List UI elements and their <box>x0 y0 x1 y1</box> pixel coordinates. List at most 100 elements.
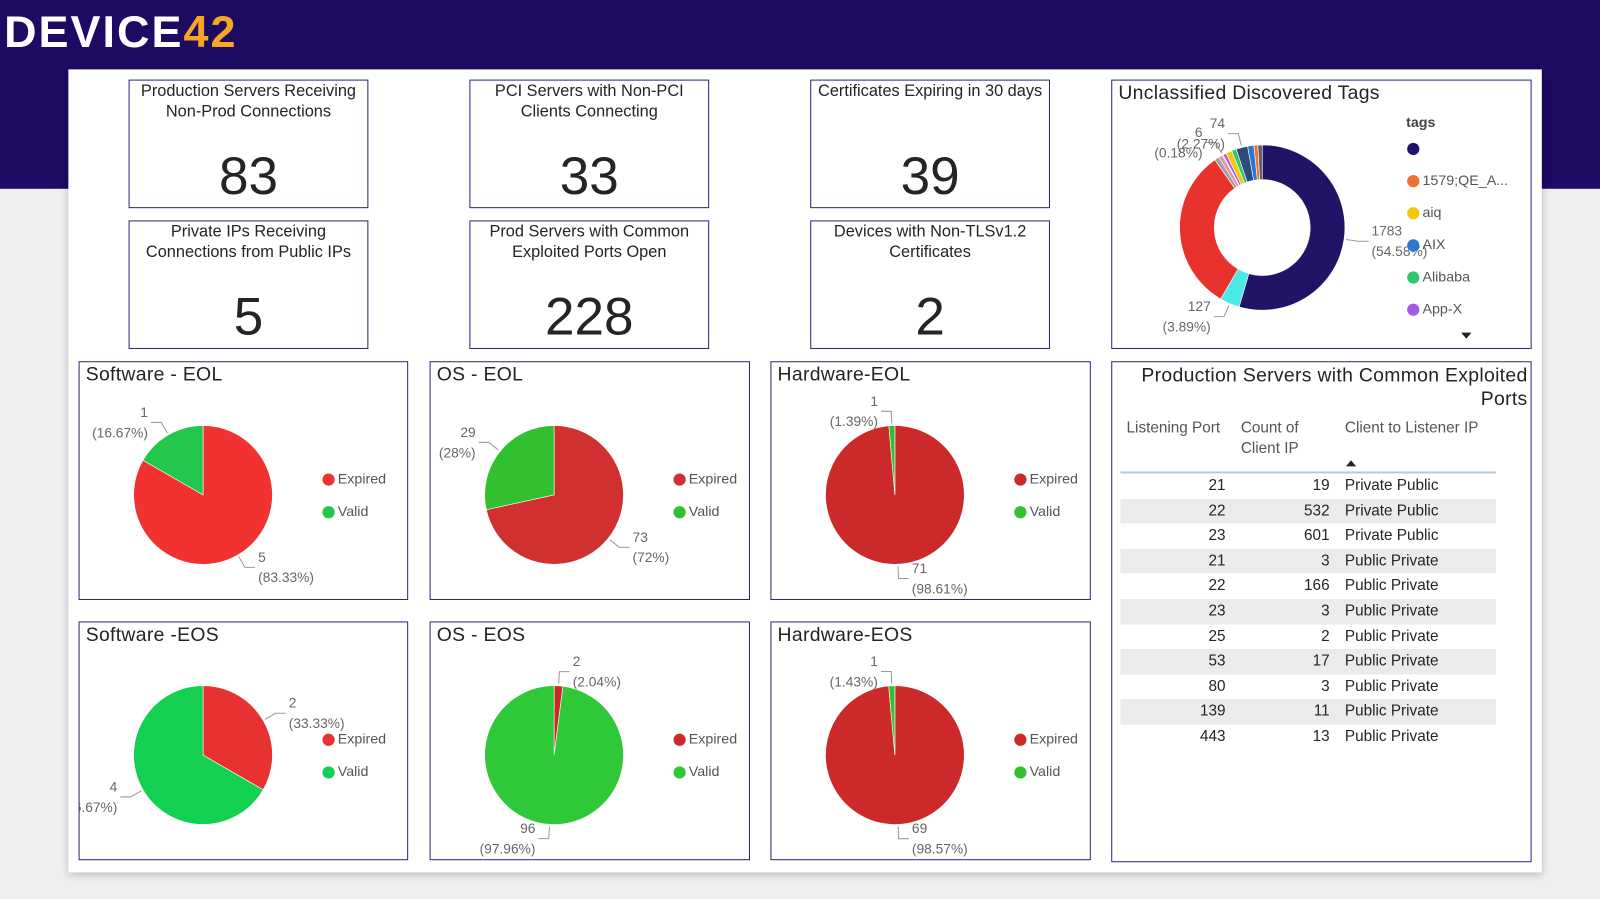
value-label: 6 <box>1195 125 1203 140</box>
column-header: Client to Listener IP <box>1344 419 1479 437</box>
table-cell: Public Private <box>1344 627 1439 645</box>
table-cell: 13 <box>1312 727 1330 745</box>
legend-label: 1579;QE_A... <box>1422 173 1508 189</box>
scroll-arrow <box>1461 332 1472 339</box>
percent-label: (16.67%) <box>92 425 148 440</box>
kpi-title: PCI Servers with Non-PCI Clients Connect… <box>494 82 684 121</box>
table-cell: Public Private <box>1344 576 1439 595</box>
leader-line <box>1346 239 1369 242</box>
pie-chart: 71 (98.61%) 1 (1.39%) Expired Valid <box>825 394 1078 596</box>
value-label: 1783 <box>1371 224 1402 239</box>
legend-label: aiq <box>1422 205 1441 221</box>
pie-card: Software -EOS 2 (33.33%) 4 (66.67%) Expired Va… <box>78 621 409 861</box>
logo-main: DEVICE <box>4 7 184 58</box>
slice <box>133 685 264 825</box>
legend-swatch <box>673 473 686 486</box>
table-cell: Public Private <box>1344 652 1439 670</box>
value-label: 2 <box>289 696 297 711</box>
leader-line <box>1205 141 1223 154</box>
slice <box>484 425 555 511</box>
legend-swatch <box>1407 174 1420 188</box>
percent-label: (2.04%) <box>573 674 621 689</box>
table-cell: 19 <box>1312 476 1330 494</box>
legend-label: Expired <box>1030 732 1078 748</box>
table-cell: Private Public <box>1344 501 1439 519</box>
percent-label: (28%) <box>439 445 476 460</box>
kpi-card: Production Servers Receiving Non-Prod Co… <box>128 79 369 209</box>
row-band <box>1120 498 1496 524</box>
value-label: 96 <box>520 821 536 836</box>
value-label: 1 <box>140 405 148 420</box>
percent-label: (33.33%) <box>289 716 345 731</box>
table-cell: 532 <box>1304 501 1330 519</box>
slice <box>485 425 624 565</box>
table-cell: 2 <box>1321 627 1330 645</box>
leader-line <box>897 566 909 580</box>
legend-swatch <box>673 733 686 746</box>
table-cell: Private Public <box>1344 526 1439 545</box>
table-cell: 3 <box>1321 602 1330 620</box>
percent-label: (66.67%) <box>80 800 118 815</box>
slice <box>1238 144 1346 311</box>
pie-chart: 69 (98.57%) 1 (1.43%) Expired Valid <box>825 654 1078 857</box>
legend-label: Valid <box>338 764 369 780</box>
pie-chart: 73 (72%) 29 (28%) Expired Valid <box>439 425 737 565</box>
pie-card: Software - EOL 5 (83.33%) 1 (16.67%) Expired V… <box>78 361 409 600</box>
leader-line <box>880 671 893 684</box>
legend-swatch <box>1014 733 1027 746</box>
value-label: 2 <box>573 654 581 669</box>
kpi-title: Devices with Non-TLSv1.2 Certificates <box>833 223 1027 262</box>
table-cell: 23 <box>1208 602 1226 620</box>
leader-line <box>478 441 499 451</box>
slice <box>888 425 896 495</box>
legend-label: Expired <box>689 471 737 487</box>
legend-swatch <box>1407 303 1420 316</box>
legend-swatch <box>1407 142 1420 156</box>
legend-swatch <box>1014 473 1027 486</box>
chart-title: Unclassified Discovered Tags <box>1118 82 1380 105</box>
slice <box>484 685 624 825</box>
value-label: 69 <box>912 821 927 836</box>
logo: DEVICE42 <box>4 6 237 59</box>
kpi-card: Private IPs Receiving Connections from P… <box>128 220 369 349</box>
value-label: 74 <box>1210 116 1226 131</box>
table-cell: 21 <box>1208 551 1226 570</box>
leader-line <box>609 539 630 548</box>
percent-label: (2.27%) <box>1177 136 1225 151</box>
table-cell: 22 <box>1208 501 1226 519</box>
pie-card: Hardware-EOL 71 (98.61%) 1 (1.39%) Expired Val… <box>770 361 1091 600</box>
value-label: 29 <box>460 425 475 440</box>
legend-label: Expired <box>1030 471 1078 487</box>
legend-swatch <box>1014 506 1027 519</box>
table-title: Production Servers with Common Exploited… <box>1141 365 1528 411</box>
row-band <box>1120 649 1496 675</box>
logo-accent: 42 <box>183 7 238 58</box>
chart-title: Hardware-EOS <box>777 624 913 646</box>
value-label: 5 <box>258 550 266 565</box>
header-rule <box>1120 471 1496 473</box>
row-band <box>1120 548 1496 574</box>
kpi-card: PCI Servers with Non-PCI Clients Connect… <box>469 79 710 209</box>
percent-label: (98.61%) <box>912 581 968 596</box>
leader-line <box>151 421 168 434</box>
value-label: 71 <box>912 561 927 576</box>
column-header: Count of Client IP <box>1240 419 1299 458</box>
leader-line <box>881 410 893 424</box>
legend-label: Valid <box>689 764 720 780</box>
percent-label: (98.57%) <box>912 842 968 857</box>
kpi-title: Production Servers Receiving Non-Prod Co… <box>140 82 356 121</box>
table-cell: Public Private <box>1344 602 1439 620</box>
table-cell: Public Private <box>1344 702 1439 720</box>
sort-arrow <box>1345 460 1357 467</box>
kpi-title: Certificates Expiring in 30 days <box>818 82 1043 100</box>
slice <box>202 685 273 791</box>
table-cell: 601 <box>1304 526 1330 545</box>
legend-swatch <box>1014 766 1027 779</box>
table-cell: 166 <box>1304 576 1330 595</box>
legend-swatch <box>673 766 686 779</box>
kpi-value: 39 <box>900 146 960 207</box>
pie-card: OS - EOL 73 (72%) 29 (28%) Expired Valid <box>429 361 750 600</box>
legend-swatch <box>1407 271 1420 284</box>
table-cell: 53 <box>1208 652 1226 670</box>
